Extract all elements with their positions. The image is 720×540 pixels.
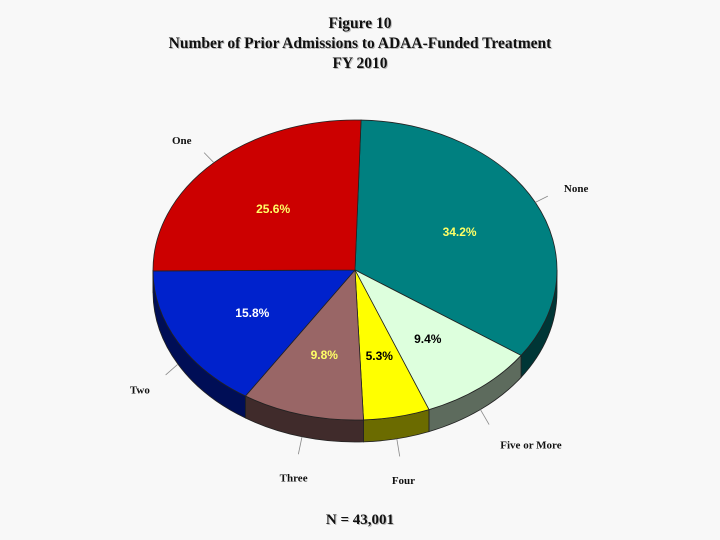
category-label-three: Three	[280, 473, 308, 485]
value-label-three: 9.8%	[311, 348, 339, 362]
title-line-1: Figure 10	[328, 15, 392, 32]
slice-three	[244, 268, 364, 421]
leader-two	[165, 363, 179, 376]
pie-tops	[152, 119, 558, 421]
value-label-five-or-more: 9.4%	[414, 332, 442, 346]
category-label-five-or-more: Five or More	[500, 440, 561, 452]
value-label-none: 34.2%	[443, 225, 477, 239]
leader-three	[297, 436, 303, 455]
value-label-one: 25.6%	[256, 202, 290, 216]
category-label-two: Two	[130, 385, 150, 397]
category-label-one: One	[172, 135, 192, 147]
title-line-3: FY 2010	[332, 55, 388, 72]
category-label-four: Four	[392, 475, 415, 487]
category-label-none: None	[564, 183, 589, 195]
sample-size-note: N = 43,001	[325, 512, 395, 528]
leader-none	[535, 195, 549, 203]
leader-one	[203, 152, 215, 163]
pie-labels: 34.2% None 9.4% Five or More 5.3% Four 9.8% Thr…	[130, 135, 589, 487]
leader-five-or-more	[480, 409, 490, 425]
leader-lines	[165, 152, 549, 457]
value-label-four: 5.3%	[366, 349, 394, 363]
slice-five-or-more	[354, 269, 522, 411]
slice-two	[152, 269, 356, 397]
leader-four	[396, 438, 401, 457]
chart-title: Figure 10 Number of Prior Admissions to …	[0, 14, 720, 74]
title-line-2: Number of Prior Admissions to ADAA-Funde…	[168, 35, 552, 52]
value-label-two: 15.8%	[235, 306, 269, 320]
slice-none	[354, 119, 558, 356]
